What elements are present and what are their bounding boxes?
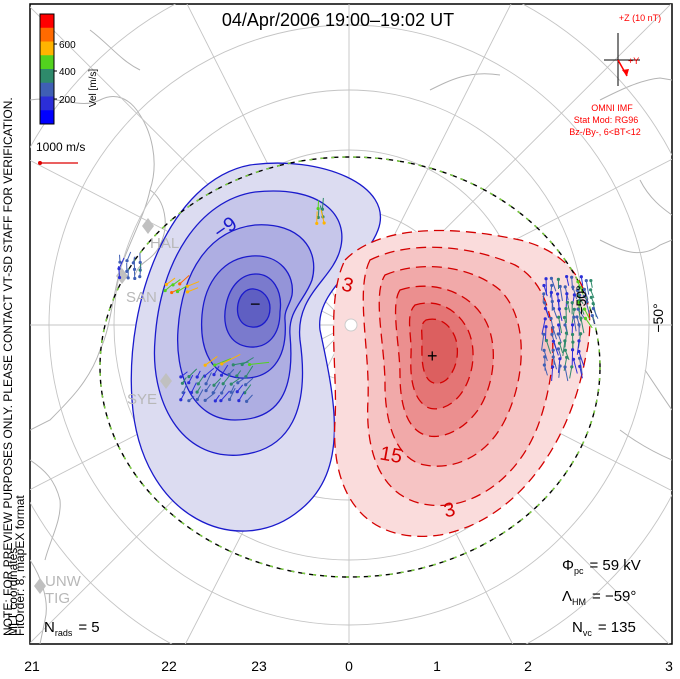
colorbar-tick-label: 600	[59, 40, 76, 51]
colorbar-segment	[40, 14, 54, 28]
colorbar-segment	[40, 83, 54, 97]
mlt-tick-label: 1	[433, 658, 441, 674]
colorbar-tick-label: 200	[59, 95, 76, 106]
radar-label-unw: UNW	[45, 573, 82, 590]
colorbar-tick-label: 400	[59, 67, 76, 78]
colorbar-segment	[40, 110, 54, 124]
imf-z-label: +Z (10 nT)	[619, 13, 661, 23]
colorbar-segment	[40, 28, 54, 42]
colorbar-label: Vel [m/s]	[88, 69, 99, 108]
imf-model: Stat Mod: RG96	[574, 115, 639, 125]
mlt-tick-label: 23	[251, 658, 267, 674]
latitude-label: −50°	[650, 303, 666, 332]
imf-source: OMNI IMF	[591, 103, 633, 113]
map-title: 04/Apr/2006 19:00–19:02 UT	[222, 10, 454, 30]
positive-max-marker: +	[427, 346, 438, 366]
latitude-label-inner: −50°	[573, 285, 589, 314]
colorbar-segment	[40, 55, 54, 69]
radar-label-sye: SYE	[127, 391, 157, 408]
pole-marker	[345, 319, 357, 331]
contour-label-pos-b: 15	[378, 443, 404, 469]
vector-stick	[545, 327, 546, 340]
radar-label-san: SAN	[126, 289, 157, 306]
colorbar-segment	[40, 69, 54, 83]
cross-polar-potential: Φpc= 59 kV	[562, 557, 641, 576]
mlt-tick-label: 3	[665, 658, 673, 674]
colorbar-segment	[40, 97, 54, 111]
vector-stick	[318, 210, 319, 218]
colorbar-segment	[40, 42, 54, 56]
imf-condition: Bz-/By-, 6<BT<12	[569, 127, 641, 137]
mlt-tick-label: 0	[345, 658, 353, 674]
mlt-tick-label: 21	[24, 658, 40, 674]
negative-min-marker: −	[250, 294, 261, 314]
vector-scale-label: 1000 m/s	[36, 140, 85, 154]
imf-y-label: +Y	[628, 56, 639, 66]
mlt-tick-label: 22	[161, 658, 177, 674]
mlt-tick-label: 2	[524, 658, 532, 674]
radar-label-tig: TIG	[45, 590, 70, 607]
fit-order-note: FitOrder: 8, mapEX format	[13, 495, 27, 636]
radar-label-hal: HAL	[150, 235, 179, 252]
vector-count: Nvc= 135	[572, 619, 636, 638]
